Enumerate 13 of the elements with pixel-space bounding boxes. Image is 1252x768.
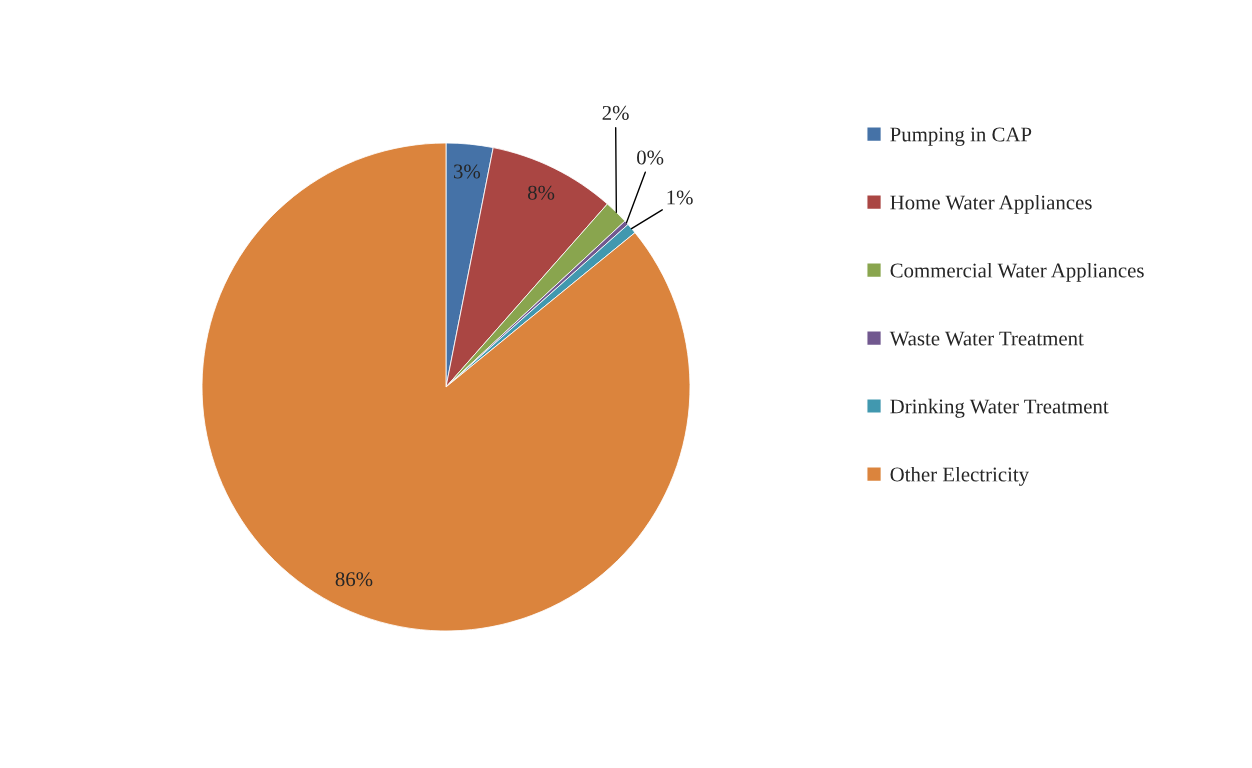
legend-label: Commercial Water Appliances	[890, 262, 1144, 282]
legend-label: Drinking Water Treatment	[890, 398, 1109, 418]
data-label: 1%	[667, 190, 693, 205]
data-label: 3%	[453, 164, 481, 179]
legend-label: Home Water Appliances	[890, 194, 1092, 214]
legend-label: Other Electricity	[890, 466, 1029, 486]
data-label: 0%	[637, 150, 664, 165]
data-label: 2%	[602, 105, 629, 120]
pie-slice	[201, 142, 691, 632]
data-label: 86%	[335, 572, 373, 587]
data-label: 8%	[527, 185, 555, 200]
legend-label: Pumping in CAP	[890, 127, 1032, 146]
legend-label: Waste Water Treatment	[889, 331, 1084, 346]
